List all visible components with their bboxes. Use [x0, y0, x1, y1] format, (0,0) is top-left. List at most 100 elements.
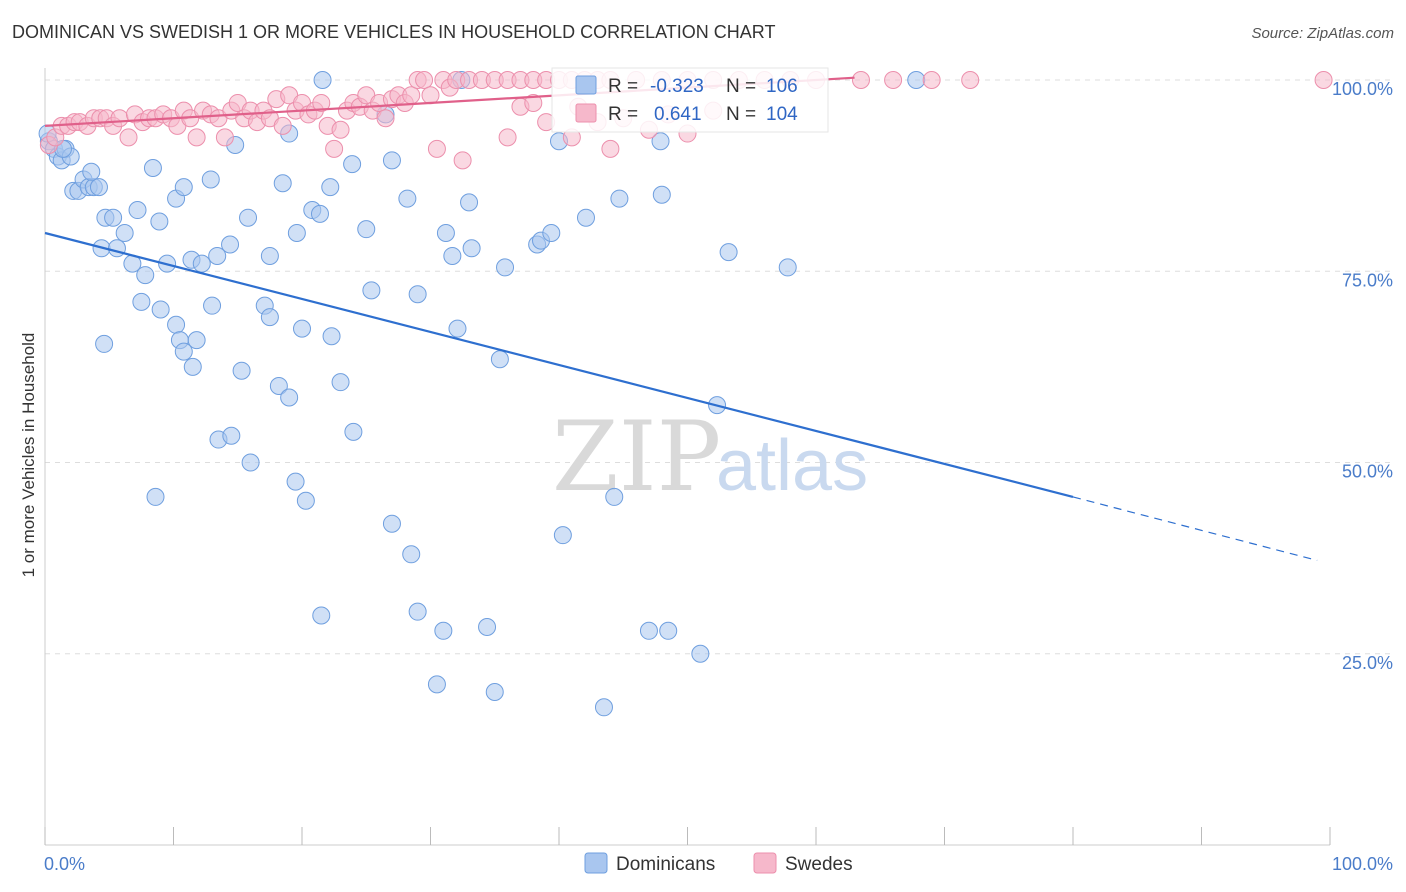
point-dominicans-32 — [287, 224, 306, 242]
point-swedes-90 — [524, 93, 543, 112]
legend-box-frame — [551, 67, 829, 133]
y-tick-label-50: 50.0% — [1342, 462, 1393, 482]
point-dominicans-18 — [128, 201, 147, 220]
point-dominicans-52 — [778, 258, 797, 277]
point-dominicans-43 — [462, 239, 481, 258]
point-swedes-35 — [273, 116, 292, 135]
legend-swatch-swedes — [575, 103, 597, 123]
point-dominicans-35 — [321, 178, 340, 197]
point-dominicans-39 — [398, 189, 417, 208]
point-dominicans-49 — [610, 189, 629, 208]
point-dominicans-93 — [427, 675, 446, 694]
point-dominicans-77 — [241, 453, 260, 472]
point-swedes-51 — [376, 109, 395, 128]
point-dominicans-59 — [183, 357, 202, 376]
point-dominicans-55 — [151, 300, 170, 319]
point-swedes-101 — [601, 139, 620, 158]
point-dominicans-94 — [485, 683, 504, 701]
point-dominicans-83 — [402, 545, 421, 564]
point-swedes-12 — [119, 128, 138, 147]
legend-r-value-dominicans: -0.323 — [650, 76, 704, 97]
point-dominicans-86 — [312, 606, 331, 625]
point-swedes-84 — [922, 71, 941, 89]
bottom-legend-label-dominicans: Dominicans — [616, 854, 715, 875]
point-dominicans-14 — [104, 208, 123, 227]
point-dominicans-16 — [115, 224, 134, 242]
point-dominicans-15 — [107, 239, 126, 258]
legend-r-value-swedes: 0.641 — [654, 104, 702, 125]
legend-n-value-dominicans: 106 — [766, 76, 798, 97]
x-tick-label-100: 100.0% — [1332, 854, 1393, 874]
point-dominicans-58 — [174, 342, 193, 361]
point-dominicans-27 — [208, 246, 227, 265]
point-dominicans-95 — [594, 698, 613, 717]
point-dominicans-21 — [150, 212, 169, 231]
point-swedes-86 — [1314, 71, 1333, 89]
point-dominicans-88 — [434, 621, 453, 640]
point-dominicans-48 — [576, 208, 595, 227]
point-dominicans-103 — [201, 170, 220, 189]
legend-r-label-swedes: R = — [608, 104, 638, 125]
point-dominicans-50 — [651, 132, 670, 151]
point-swedes-82 — [851, 71, 870, 89]
point-swedes-57 — [415, 71, 434, 89]
point-dominicans-20 — [143, 158, 162, 177]
point-dominicans-81 — [146, 487, 165, 506]
point-dominicans-87 — [408, 602, 427, 621]
point-dominicans-26 — [192, 254, 211, 273]
point-swedes-58 — [421, 86, 440, 105]
point-dominicans-40 — [436, 224, 455, 242]
bottom-legend-label-swedes: Swedes — [785, 854, 853, 875]
watermark-atlas: atlas — [716, 426, 868, 506]
point-dominicans-99 — [652, 185, 671, 204]
point-swedes-99 — [498, 128, 517, 147]
point-dominicans-60 — [187, 331, 206, 350]
point-dominicans-91 — [659, 621, 678, 640]
point-dominicans-69 — [331, 373, 350, 392]
legend-swatch-dominicans — [575, 75, 597, 95]
x-tick-label-0: 0.0% — [44, 854, 85, 874]
point-swedes-11 — [110, 109, 129, 128]
point-dominicans-19 — [136, 266, 155, 285]
point-dominicans-73 — [490, 350, 509, 369]
point-dominicans-37 — [357, 220, 376, 239]
point-dominicans-102 — [82, 162, 101, 181]
point-dominicans-56 — [167, 315, 186, 334]
watermark-zip: ZIP — [552, 401, 721, 513]
point-dominicans-64 — [260, 308, 279, 327]
point-dominicans-67 — [293, 319, 311, 338]
point-dominicans-98 — [907, 71, 926, 89]
point-swedes-44 — [331, 120, 350, 139]
point-dominicans-34 — [310, 204, 329, 223]
y-tick-label-100: 100.0% — [1332, 79, 1393, 99]
point-dominicans-92 — [691, 644, 710, 663]
legend-n-value-swedes: 104 — [766, 104, 798, 125]
point-dominicans-66 — [280, 388, 299, 407]
point-dominicans-78 — [286, 472, 305, 491]
point-dominicans-44 — [496, 258, 515, 277]
y-tick-label-25: 25.0% — [1342, 653, 1393, 673]
point-swedes-22 — [187, 128, 206, 147]
y-axis-title: 1 or more Vehicles in Household — [19, 333, 38, 578]
bottom-legend-swatch-dominicans — [584, 852, 608, 874]
point-dominicans-68 — [322, 327, 341, 346]
series-dominicans — [38, 71, 926, 717]
point-dominicans-85 — [605, 487, 624, 506]
point-swedes-88 — [453, 151, 472, 170]
point-dominicans-71 — [408, 285, 427, 304]
chart-source: Source: ZipAtlas.com — [1251, 25, 1394, 42]
axes-layer — [44, 68, 1331, 846]
point-dominicans-36 — [343, 155, 362, 174]
point-swedes-43 — [325, 139, 344, 158]
point-swedes-55 — [402, 86, 421, 105]
bottom-legend-swatch-swedes — [753, 852, 777, 874]
point-dominicans-41 — [443, 246, 462, 265]
point-dominicans-29 — [239, 208, 258, 227]
point-dominicans-28 — [221, 235, 240, 254]
legend-r-label-dominicans: R = — [608, 76, 638, 97]
correlation-legend: R = -0.323 N = 106 R = 0.641 N = 104 — [551, 67, 829, 133]
point-dominicans-72 — [448, 319, 467, 338]
point-dominicans-42 — [460, 193, 479, 212]
